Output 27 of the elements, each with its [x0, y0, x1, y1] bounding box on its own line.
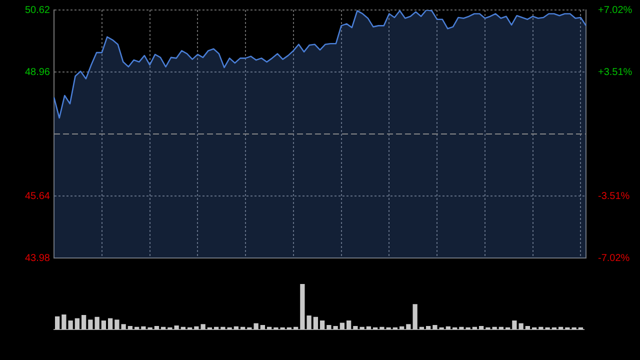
bar	[478, 326, 484, 330]
bar	[346, 320, 352, 330]
bar	[446, 326, 451, 330]
y2-tick-label: +3.51%	[598, 66, 632, 78]
bar	[525, 326, 530, 330]
bar	[234, 326, 239, 330]
bar	[81, 315, 86, 330]
y2-tick-label: -7.02%	[598, 252, 630, 264]
bar	[74, 318, 80, 330]
bar	[260, 325, 266, 330]
bar	[154, 326, 160, 330]
bar	[54, 316, 60, 330]
bar	[366, 326, 372, 330]
bar	[313, 316, 318, 330]
bar	[340, 322, 345, 330]
y-tick-label: 48.96	[24, 66, 50, 78]
y-tick-label: 43.98	[24, 252, 50, 264]
y-tick-label: 45.64	[24, 190, 50, 202]
bar	[320, 320, 325, 330]
y-tick-label: 50.62	[24, 4, 50, 16]
bar	[108, 318, 113, 330]
y2-tick-label: -3.51%	[598, 190, 630, 202]
y2-tick-label: +7.02%	[598, 4, 632, 16]
bar	[128, 326, 133, 330]
bar	[399, 326, 404, 330]
bar	[101, 320, 106, 330]
bar	[426, 326, 431, 330]
